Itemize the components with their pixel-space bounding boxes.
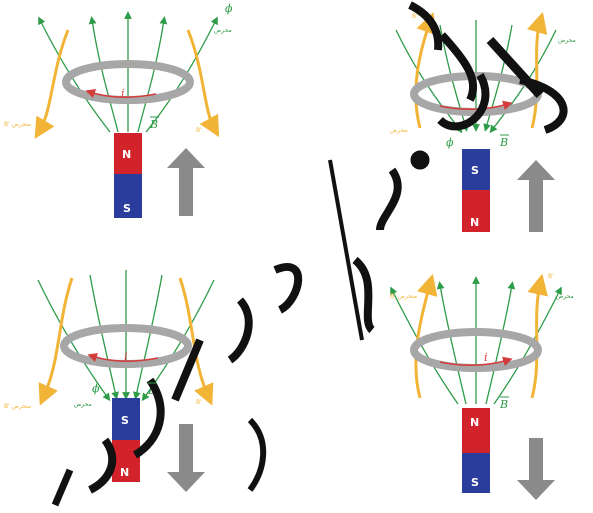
south-pole-label: S xyxy=(471,476,479,489)
north-pole-label: N xyxy=(122,148,131,161)
induced-word: محرض xyxy=(390,127,408,134)
field-label: B xyxy=(149,118,158,131)
induced-field xyxy=(34,29,220,140)
flux-word: محرض xyxy=(214,27,232,34)
flux-label: ϕ xyxy=(225,2,233,15)
vector-hats xyxy=(148,116,509,398)
south-pole-label: S xyxy=(123,202,131,215)
field-lines xyxy=(37,270,215,402)
induced-label: B' xyxy=(412,13,418,20)
coil-ring xyxy=(62,60,194,104)
current-label: i xyxy=(121,87,125,100)
south-pole-label: S xyxy=(471,164,479,177)
panel-top-right: i B ϕ محرض محرض B' S N xyxy=(390,11,576,232)
bar-magnet: S N xyxy=(462,149,490,232)
north-pole-label: N xyxy=(470,216,479,229)
flux-word: محرض xyxy=(556,293,574,300)
current-arrow xyxy=(85,88,157,99)
flux-label: ϕ xyxy=(446,136,454,149)
induced-field xyxy=(414,11,548,129)
induced-word: B' متحرض xyxy=(4,121,31,128)
induced-label: B' xyxy=(196,127,202,134)
induced-label: B' xyxy=(196,399,202,406)
south-pole-label: S xyxy=(121,414,129,427)
field-lines xyxy=(38,11,218,133)
flux-word: محرض xyxy=(558,37,576,44)
panel-top-left: i B ϕ محرض B' متحرض B' N S xyxy=(4,2,233,218)
motion-arrow-down xyxy=(167,424,205,492)
coil-ring xyxy=(410,328,542,372)
induced-word: B' متحرض xyxy=(390,293,417,300)
current-label: i xyxy=(124,350,128,363)
current-label: i xyxy=(484,351,488,364)
coil-ring xyxy=(60,324,192,368)
watermark xyxy=(51,1,568,507)
field-lines xyxy=(390,276,562,405)
field-label: B xyxy=(499,136,508,149)
motion-arrow-down xyxy=(517,438,555,500)
north-pole-label: N xyxy=(470,416,479,429)
field-label: B xyxy=(499,398,508,411)
motion-arrow-up xyxy=(517,160,555,232)
current-arrow xyxy=(439,100,513,110)
induced-label: B' xyxy=(548,273,554,280)
induced-word: B' متحرض xyxy=(4,403,31,410)
bar-magnet: S N xyxy=(112,398,140,482)
bar-magnet: N S xyxy=(114,133,142,218)
bar-magnet: N S xyxy=(462,408,490,493)
flux-label: ϕ xyxy=(92,382,100,395)
north-pole-label: N xyxy=(120,466,129,479)
motion-arrow-up xyxy=(167,148,205,216)
current-arrow xyxy=(87,352,159,363)
current-arrow xyxy=(439,356,513,366)
induced-field xyxy=(38,277,214,406)
panel-bottom-right: i B محرض B' متحرض B' N S xyxy=(390,273,574,500)
flux-word: محرض xyxy=(74,401,92,408)
